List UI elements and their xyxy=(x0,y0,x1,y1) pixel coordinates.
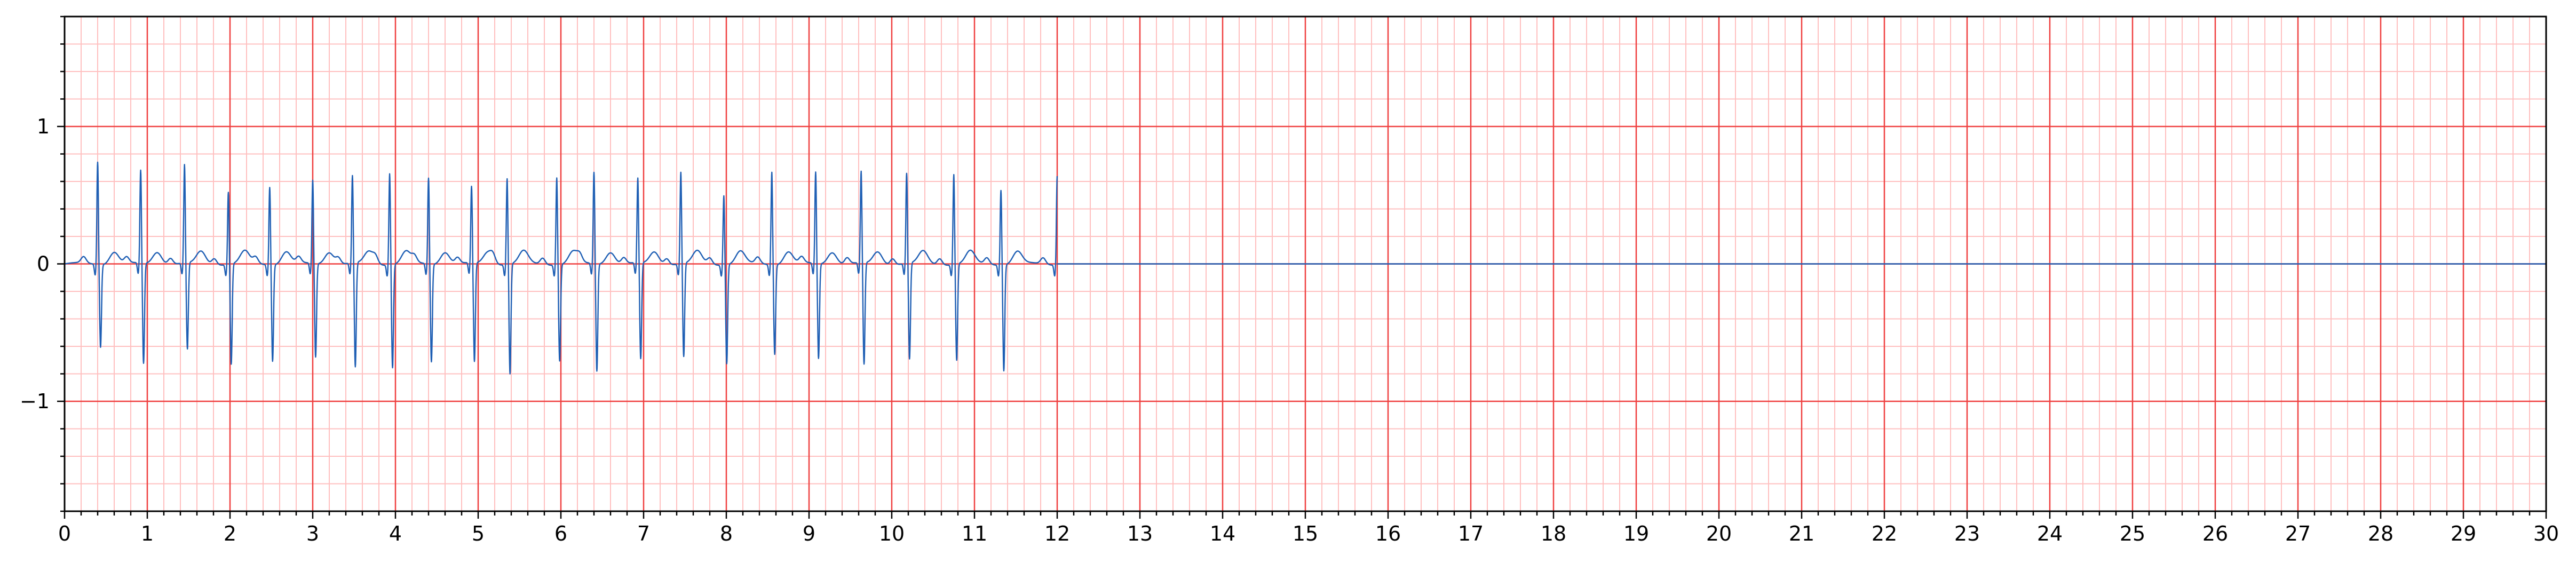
x-tick-label: 4 xyxy=(389,522,402,545)
x-tick-label: 9 xyxy=(803,522,815,545)
x-tick-label: 24 xyxy=(2037,522,2063,545)
x-tick-label: 19 xyxy=(1623,522,1649,545)
y-tick-label: 1 xyxy=(37,115,50,138)
x-tick-label: 27 xyxy=(2285,522,2311,545)
x-tick-label: 20 xyxy=(1706,522,1732,545)
x-tick-label: 28 xyxy=(2368,522,2393,545)
x-tick-label: 30 xyxy=(2533,522,2559,545)
x-tick-label: 26 xyxy=(2202,522,2228,545)
x-tick-label: 18 xyxy=(1541,522,1566,545)
x-tick-label: 5 xyxy=(472,522,485,545)
series-layer xyxy=(64,161,2546,375)
x-tick-label: 16 xyxy=(1375,522,1401,545)
x-tick-label: 10 xyxy=(879,522,905,545)
x-tick-label: 14 xyxy=(1210,522,1235,545)
x-tick-label: 25 xyxy=(2120,522,2145,545)
x-tick-label: 8 xyxy=(720,522,733,545)
x-tick-label: 29 xyxy=(2451,522,2476,545)
x-tick-label: 17 xyxy=(1458,522,1484,545)
x-tick-label: 13 xyxy=(1127,522,1153,545)
x-tick-label: 0 xyxy=(58,522,71,545)
x-tick-label: 12 xyxy=(1044,522,1070,545)
x-tick-label: 21 xyxy=(1789,522,1814,545)
y-tick-label: 0 xyxy=(37,252,50,276)
x-tick-label: 23 xyxy=(1954,522,1980,545)
ecg-trace xyxy=(64,161,1058,375)
x-tick-label: 3 xyxy=(306,522,319,545)
x-tick-label: 1 xyxy=(141,522,154,545)
y-axis-ticks: 1 0 −1 xyxy=(20,15,65,512)
x-axis-ticks: 0 1 2 3 4 5 6 7 8 9 10 11 12 13 14 15 16 17 18 19 20 21 22 23 24… xyxy=(58,511,2559,545)
x-tick-label: 22 xyxy=(1872,522,1897,545)
x-tick-label: 11 xyxy=(962,522,987,545)
x-tick-label: 2 xyxy=(224,522,236,545)
x-tick-label: 15 xyxy=(1293,522,1318,545)
y-tick-label: −1 xyxy=(20,390,50,413)
x-tick-label: 6 xyxy=(554,522,567,545)
x-tick-label: 7 xyxy=(637,522,650,545)
